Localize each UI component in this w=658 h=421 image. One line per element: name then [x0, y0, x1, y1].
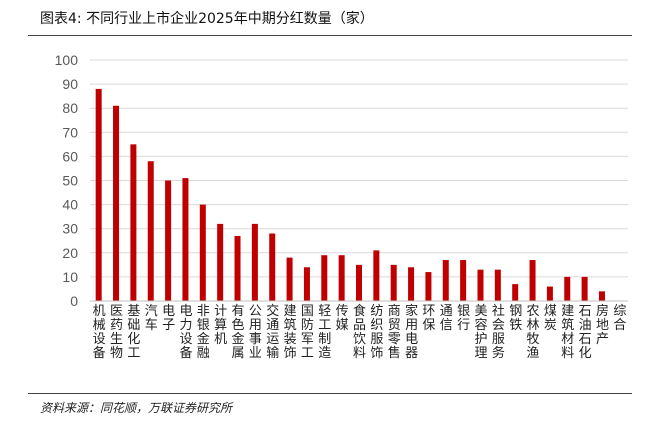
- gridlines: [90, 59, 628, 278]
- bar: [147, 161, 154, 301]
- source-note: 资料来源：同花顺，万联证券研究所: [40, 401, 233, 415]
- x-tick-label: 家用电器: [405, 303, 418, 361]
- bar: [95, 88, 102, 301]
- x-tick-label: 公用事业: [249, 304, 262, 361]
- y-tick-label: 20: [62, 245, 78, 261]
- x-tick-label: 环保: [422, 304, 435, 333]
- x-tick-label: 房地产: [596, 303, 609, 347]
- x-tick-label: 国防军工: [301, 304, 314, 361]
- bar: [165, 180, 172, 301]
- y-tick-label: 60: [62, 148, 78, 164]
- bar: [113, 105, 120, 301]
- x-tick-label: 美容护理: [474, 304, 487, 361]
- bar: [199, 204, 206, 301]
- x-tick-label: 商贸零售: [388, 304, 401, 361]
- x-tick-label: 基础化工: [127, 304, 140, 361]
- x-tick-label: 汽车: [145, 304, 158, 333]
- y-tick-label: 50: [62, 173, 78, 189]
- x-tick-label: 银行: [457, 304, 470, 333]
- x-tick-label: 通信: [440, 304, 453, 333]
- bar: [581, 276, 588, 301]
- bar: [251, 223, 258, 301]
- bar: [408, 267, 415, 301]
- bar: [286, 257, 293, 301]
- x-tick-label: 医药生物: [110, 304, 123, 361]
- x-tick-label: 电力设备: [179, 304, 192, 361]
- x-tick-label: 综合: [613, 304, 626, 333]
- x-tick-label: 纺织服饰: [370, 304, 383, 361]
- y-tick-label: 30: [62, 221, 78, 237]
- bar: [321, 255, 328, 301]
- y-tick-label: 40: [62, 197, 78, 213]
- bar: [512, 284, 519, 301]
- y-axis-ticks: 0 10 20 30 40 50 60 70 80 90 100: [55, 52, 79, 309]
- bar: [494, 269, 501, 301]
- bar: [234, 235, 241, 301]
- x-tick-label: 石油石化: [579, 304, 592, 361]
- bars: [95, 88, 605, 301]
- bar-chart: 0 10 20 30 40 50 60 70 80 90 100 机械设备医药生物基础化工汽车电子电…: [55, 52, 628, 361]
- bar: [598, 291, 605, 301]
- bar: [460, 260, 467, 301]
- bar: [269, 233, 276, 301]
- x-tick-label: 交通运输: [266, 303, 279, 361]
- x-tick-label: 轻工制造: [318, 304, 331, 361]
- x-tick-label: 电子: [162, 304, 175, 333]
- bar: [130, 144, 137, 301]
- bar: [338, 255, 345, 301]
- x-tick-label: 机械设备: [93, 304, 106, 361]
- bar: [356, 264, 362, 301]
- x-tick-label: 建筑装饰: [284, 304, 297, 361]
- bar: [477, 269, 484, 301]
- x-tick-label: 传媒: [336, 304, 349, 333]
- bar: [217, 223, 224, 301]
- bar: [442, 260, 449, 301]
- x-tick-label: 钢铁: [509, 304, 522, 333]
- y-tick-label: 70: [62, 124, 78, 140]
- bar: [425, 272, 432, 301]
- x-tick-label: 煤炭: [544, 304, 557, 333]
- bar: [546, 286, 553, 301]
- x-tick-label: 非银金融: [197, 304, 210, 361]
- x-tick-label: 社会服务: [492, 303, 505, 361]
- y-tick-label: 100: [55, 52, 79, 68]
- y-tick-label: 90: [62, 76, 78, 92]
- bar: [182, 178, 189, 301]
- x-tick-label: 建筑材料: [561, 304, 574, 361]
- x-tick-label: 食品饮料: [353, 303, 366, 361]
- x-tick-label: 农林牧渔: [527, 304, 540, 361]
- y-tick-label: 80: [62, 100, 78, 116]
- bar: [373, 250, 380, 301]
- bar: [564, 276, 571, 301]
- x-tick-label: 计算机: [214, 304, 227, 347]
- figure-title: 图表4: 不同行业上市企业2025年中期分红数量（家）: [40, 11, 374, 27]
- y-tick-label: 10: [62, 269, 78, 285]
- source-rule: [28, 393, 632, 394]
- bar: [529, 260, 536, 301]
- x-tick-label: 有色金属: [232, 304, 245, 361]
- title-rule: [28, 35, 632, 36]
- x-axis-ticks: 机械设备医药生物基础化工汽车电子电力设备非银金融计算机有色金属公用事业交通运输建…: [93, 303, 627, 361]
- bar: [390, 264, 397, 301]
- bar: [303, 267, 310, 301]
- y-tick-label: 0: [70, 293, 78, 309]
